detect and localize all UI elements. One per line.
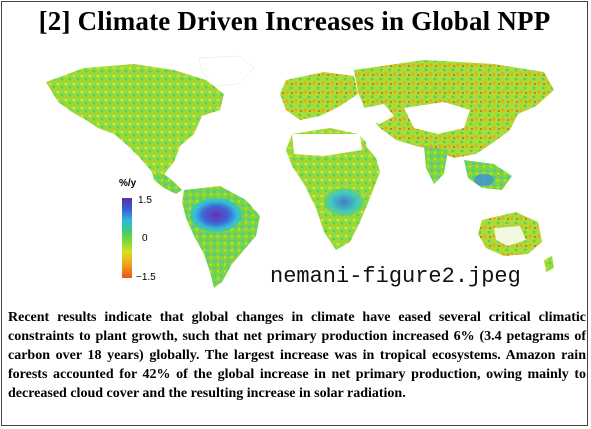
slide-title: [2] Climate Driven Increases in Global N… (38, 6, 551, 36)
india-region (424, 146, 448, 184)
description-paragraph: Recent results indicate that global chan… (8, 310, 586, 401)
amazon-increase-hotspot (190, 198, 242, 232)
legend-color-bar (122, 198, 132, 278)
image-filename-caption: nemani-figure2.jpeg (270, 264, 521, 289)
europe-region (280, 72, 358, 120)
north-america-region (46, 64, 224, 174)
central-america-region (152, 172, 182, 194)
africa-increase-area (324, 188, 364, 216)
global-npp-map: %/y 1.5 0 −1.5 (24, 50, 564, 290)
legend-unit-label: %/y (119, 178, 137, 189)
legend-mid-label: 0 (142, 233, 148, 244)
legend-min-label: −1.5 (136, 272, 156, 283)
africa-region (286, 128, 380, 250)
legend-max-label: 1.5 (138, 195, 152, 206)
world-map-svg (46, 55, 554, 288)
